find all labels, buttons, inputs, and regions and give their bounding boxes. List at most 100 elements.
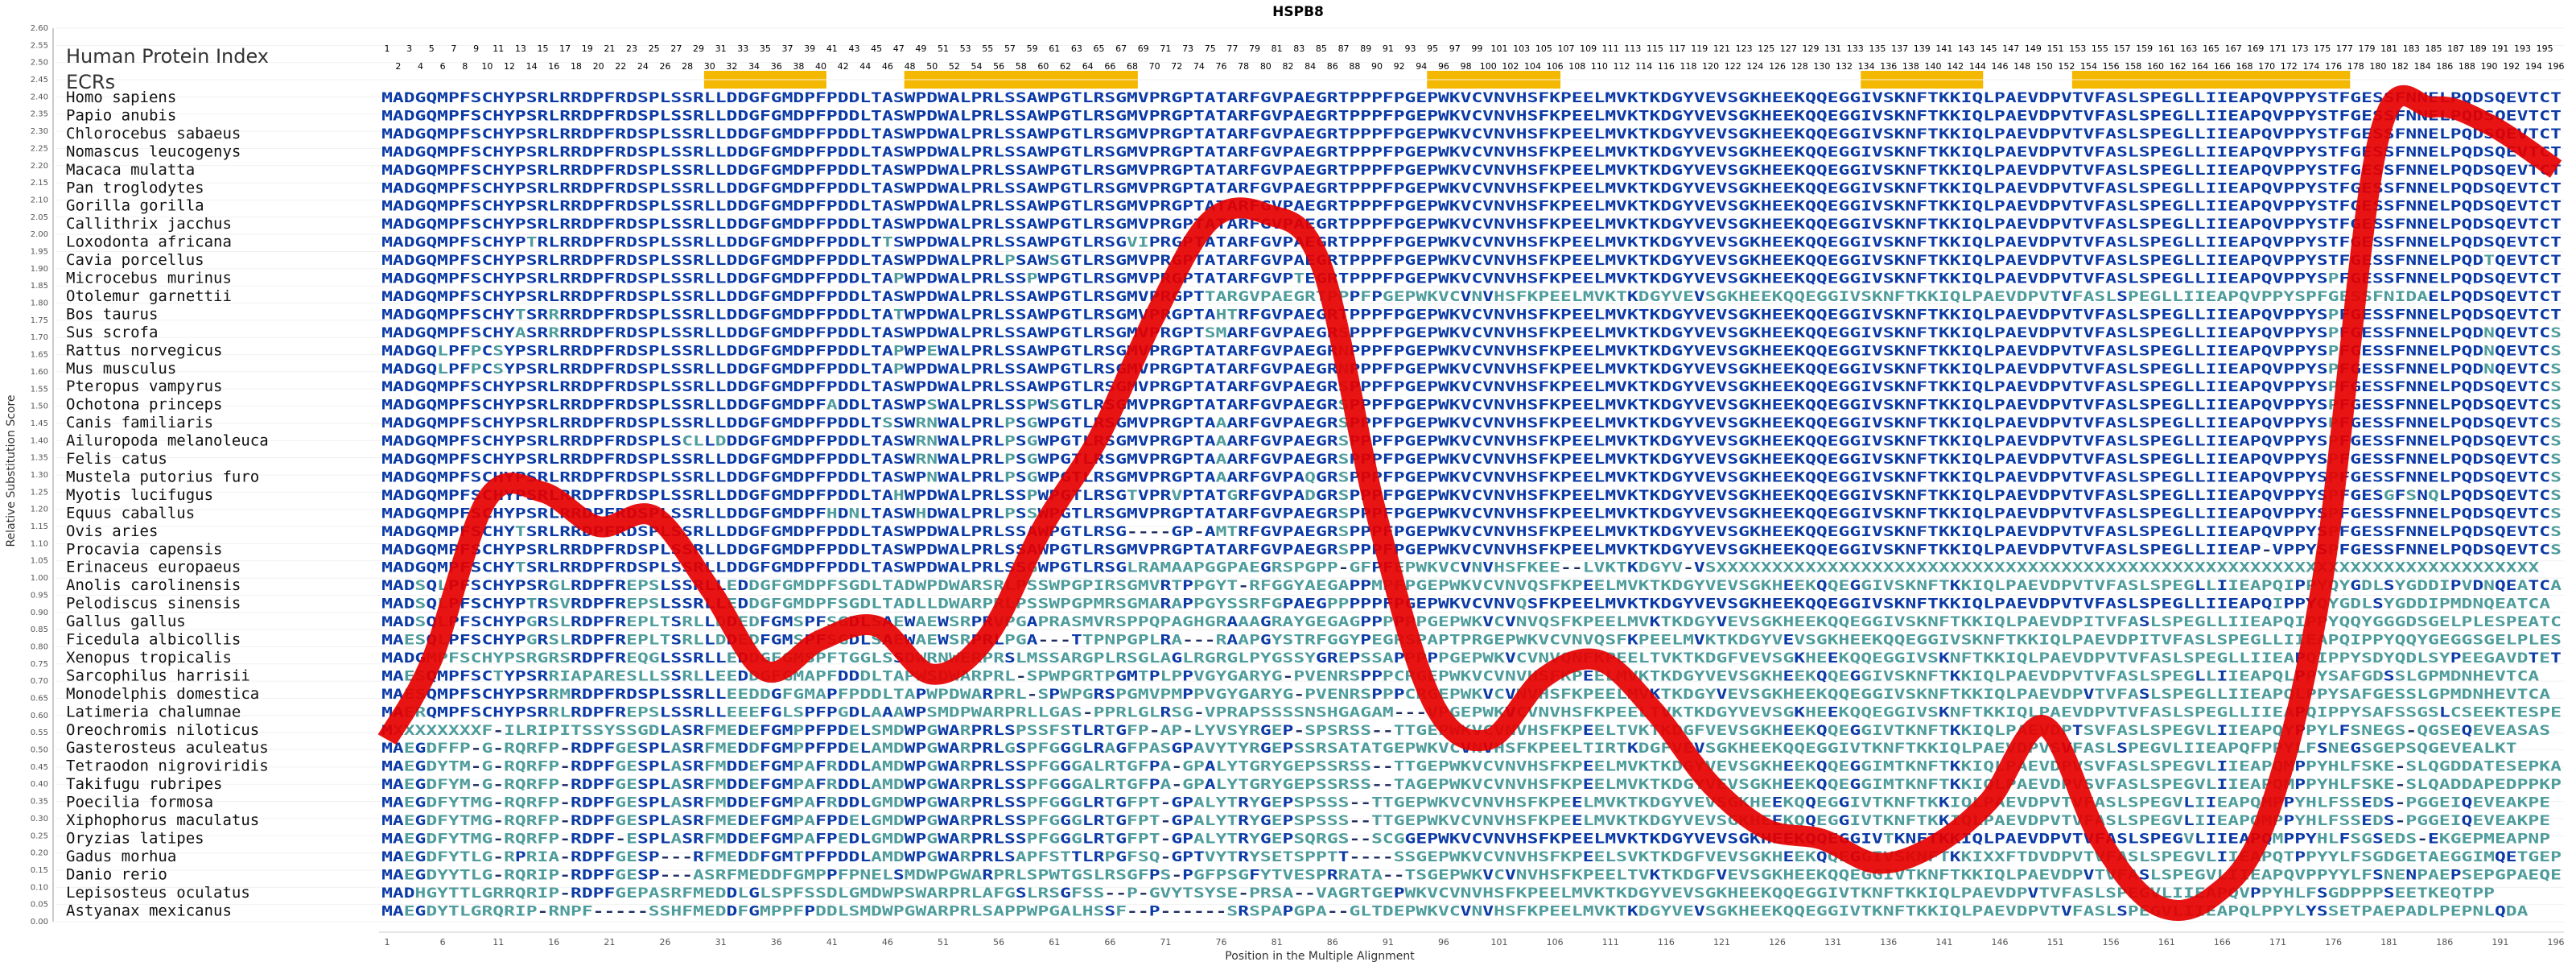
- hpi-number-odd: 53: [960, 43, 971, 54]
- y-tick-label: 2.05: [31, 213, 48, 222]
- species-label: Homo sapiens: [66, 89, 176, 106]
- hpi-number-odd: 39: [804, 43, 815, 54]
- hpi-number-even: 20: [593, 61, 604, 72]
- hpi-number-even: 144: [1969, 61, 1986, 72]
- y-tick-label: 1.70: [31, 333, 48, 342]
- y-tick-label: 2.55: [31, 41, 48, 50]
- hpi-number-odd: 93: [1404, 43, 1416, 54]
- hpi-number-even: 90: [1371, 61, 1383, 72]
- x-tick-label: 16: [548, 937, 559, 947]
- y-tick-label: 0.60: [31, 712, 48, 720]
- hpi-number-odd: 49: [915, 43, 926, 54]
- x-tick-label: 76: [1216, 937, 1227, 947]
- hpi-number-even: 38: [793, 61, 804, 72]
- x-axis-label: Position in the Multiple Alignment: [1225, 950, 1415, 963]
- species-label: Bos taurus: [66, 305, 158, 323]
- y-tick-label: 0.05: [31, 901, 48, 910]
- hpi-number-odd: 105: [1535, 43, 1552, 54]
- x-tick-label: 111: [1602, 937, 1619, 947]
- hpi-number-even: 92: [1394, 61, 1405, 72]
- hpi-number-odd: 111: [1602, 43, 1619, 54]
- x-tick-label: 66: [1104, 937, 1115, 947]
- y-tick-label: 2.20: [31, 162, 48, 171]
- hpi-number-odd: 43: [848, 43, 859, 54]
- species-label: Rattus norvegicus: [66, 341, 222, 359]
- hpi-number-odd: 173: [2292, 43, 2309, 54]
- hpi-number-odd: 27: [670, 43, 682, 54]
- hpi-number-even: 110: [1591, 61, 1608, 72]
- hpi-number-odd: 165: [2203, 43, 2219, 54]
- hpi-number-odd: 149: [2025, 43, 2042, 54]
- hpi-number-even: 120: [1702, 61, 1719, 72]
- hpi-number-odd: 97: [1449, 43, 1461, 54]
- y-axis-label: Relative Substitution Score: [5, 394, 18, 547]
- y-tick-label: 0.35: [31, 798, 48, 807]
- hpi-number-odd: 169: [2247, 43, 2264, 54]
- hpi-number-even: 70: [1149, 61, 1160, 72]
- hpi-number-even: 116: [1658, 61, 1675, 72]
- hpi-number-odd: 143: [1958, 43, 1975, 54]
- y-tick-label: 0.40: [31, 780, 48, 789]
- chart-title: HSPB8: [1272, 4, 1324, 20]
- species-label: Pelodiscus sinensis: [66, 595, 241, 613]
- hpi-number-even: 118: [1680, 61, 1697, 72]
- species-label: Gadus morhua: [66, 848, 176, 865]
- hpi-number-even: 178: [2347, 61, 2364, 72]
- hpi-number-odd: 19: [582, 43, 593, 54]
- y-tick-label: 0.65: [31, 695, 48, 704]
- species-label: Monodelphis domestica: [66, 685, 259, 703]
- hpi-number-even: 58: [1016, 61, 1027, 72]
- hpi-number-even: 134: [1858, 61, 1875, 72]
- hpi-number-odd: 45: [871, 43, 882, 54]
- hpi-number-even: 112: [1614, 61, 1630, 72]
- y-tick-label: 0.55: [31, 729, 48, 737]
- hpi-number-odd: 121: [1713, 43, 1730, 54]
- hpi-number-even: 80: [1260, 61, 1272, 72]
- y-tick-label: 2.15: [31, 179, 48, 188]
- hpi-number-odd: 147: [2002, 43, 2019, 54]
- species-label: Canis familiaris: [66, 414, 213, 431]
- x-tick-label: 96: [1438, 937, 1449, 947]
- y-tick-label: 1.95: [31, 248, 48, 257]
- hpi-number-odd: 29: [693, 43, 704, 54]
- x-tick-label: 51: [938, 937, 949, 947]
- y-tick-label: 2.00: [31, 230, 48, 239]
- x-tick-label: 41: [826, 937, 838, 947]
- y-tick-label: 0.70: [31, 677, 48, 686]
- y-tick-label: 2.35: [31, 110, 48, 119]
- hpi-number-odd: 77: [1226, 43, 1238, 54]
- y-tick-label: 1.20: [31, 506, 48, 514]
- hpi-number-even: 188: [2459, 61, 2475, 72]
- hpi-number-even: 24: [637, 61, 649, 72]
- x-tick-label: 191: [2492, 937, 2508, 947]
- hpi-number-even: 88: [1349, 61, 1360, 72]
- hpi-number-even: 124: [1746, 61, 1763, 72]
- hpi-number-odd: 151: [2047, 43, 2064, 54]
- hpi-number-odd: 75: [1205, 43, 1216, 54]
- x-tick-label: 116: [1658, 937, 1675, 947]
- hpi-number-odd: 63: [1071, 43, 1082, 54]
- hpi-number-odd: 41: [826, 43, 838, 54]
- hpi-number-even: 46: [882, 61, 893, 72]
- species-label: Macaca mulatta: [66, 161, 195, 179]
- x-tick-label: 31: [715, 937, 727, 947]
- species-label: Ficedula albicollis: [66, 631, 241, 649]
- hpi-number-odd: 51: [938, 43, 949, 54]
- hpi-number-even: 128: [1791, 61, 1808, 72]
- hpi-number-odd: 83: [1293, 43, 1304, 54]
- hpi-number-odd: 135: [1869, 43, 1886, 54]
- y-tick-label: 0.45: [31, 763, 48, 772]
